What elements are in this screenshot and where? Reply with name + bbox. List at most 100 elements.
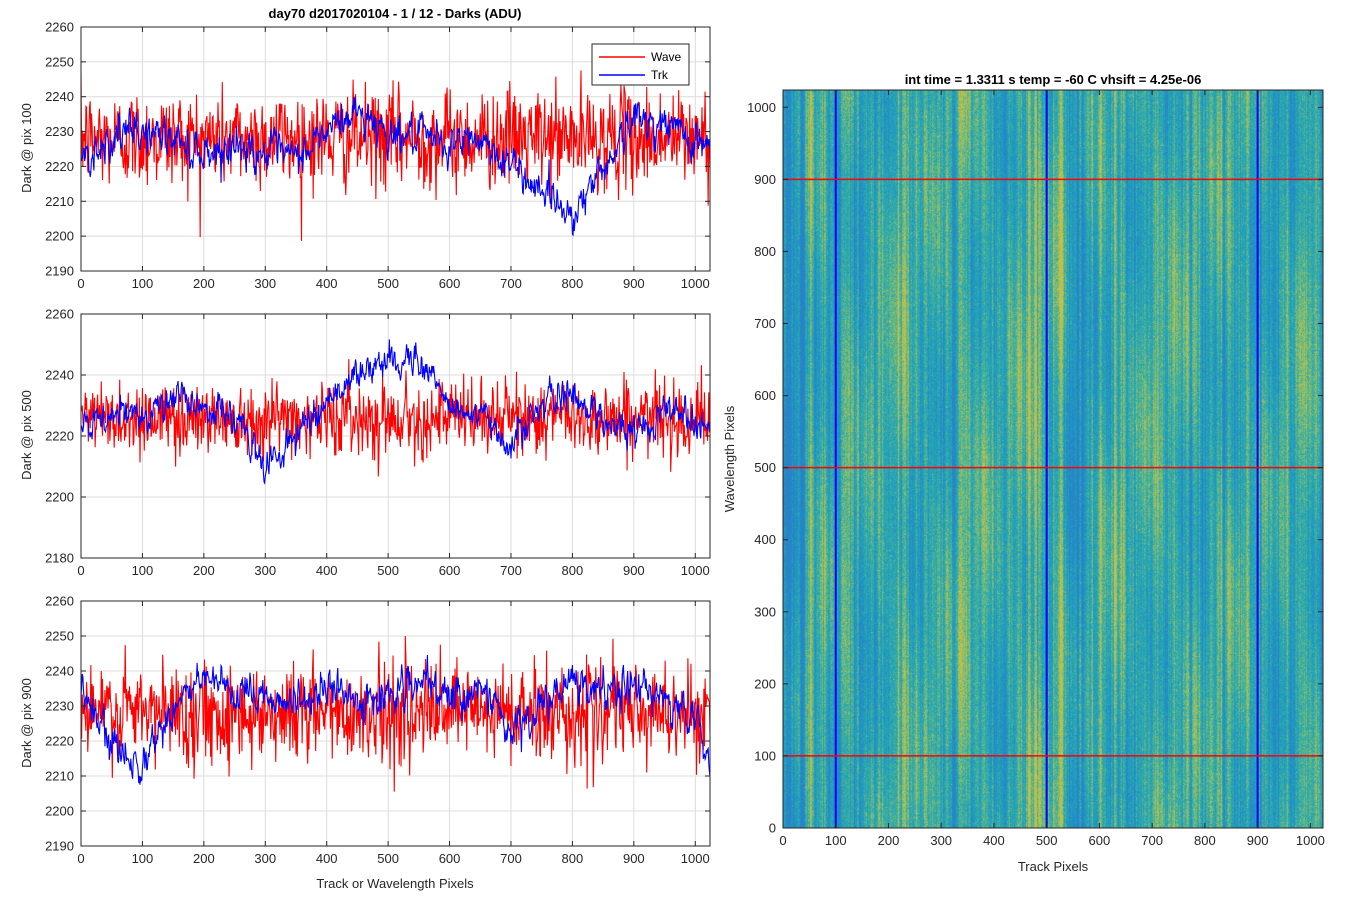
y-tick-label: 2260 [45,594,74,609]
y-tick-label: 2180 [45,551,74,566]
x-tick-label: 100 [132,563,154,578]
x-tick-label: 600 [439,851,461,866]
x-tick-label: 800 [1194,833,1216,848]
x-tick-label: 700 [500,851,522,866]
series-line-trk [81,339,710,485]
x-tick-label: 1000 [681,563,710,578]
x-tick-label: 400 [316,563,338,578]
x-tick-label: 800 [562,851,584,866]
y-tick-label: 900 [754,172,776,187]
x-tick-label: 0 [77,276,84,291]
y-tick-label: 2240 [45,664,74,679]
x-tick-label: 600 [439,563,461,578]
x-tick-label: 200 [193,563,215,578]
y-tick-label: 400 [754,532,776,547]
y-tick-label: 600 [754,388,776,403]
ylabel-pix-100: Dark @ pix 100 [19,103,34,193]
heatmap-canvas [783,90,1323,828]
x-tick-label: 700 [500,276,522,291]
x-tick-label: 800 [562,276,584,291]
x-tick-label: 200 [193,851,215,866]
x-tick-label: 300 [254,563,276,578]
axes-box [782,89,1324,829]
legend-wave-label: Wave [651,50,682,64]
x-tick-label: 400 [316,276,338,291]
x-tick-label: 100 [132,851,154,866]
x-tick-label: 500 [377,851,399,866]
legend-box [591,43,690,86]
x-tick-label: 200 [193,276,215,291]
y-tick-label: 2220 [45,429,74,444]
x-tick-label: 100 [132,276,154,291]
x-tick-label: 900 [623,563,645,578]
heatmap-xlabel: Track Pixels [1018,859,1089,874]
heatmap-title: int time = 1.3311 s temp = -60 C vhsift … [905,72,1202,87]
y-tick-label: 2260 [45,20,74,35]
y-tick-label: 2250 [45,54,74,69]
heatmap-ylabel: Wavelength Pixels [722,405,737,512]
y-tick-label: 2220 [45,159,74,174]
y-tick-label: 2200 [45,490,74,505]
y-tick-label: 500 [754,460,776,475]
y-tick-label: 2210 [45,769,74,784]
axes-box [80,600,711,847]
x-tick-label: 800 [562,563,584,578]
y-tick-label: 2190 [45,264,74,279]
y-tick-label: 2240 [45,368,74,383]
x-tick-label: 900 [623,276,645,291]
legend-trk-label: Trk [651,68,669,82]
dark-pix-900-plot: Dark @ pix 900 Track or Wavelength Pixel… [19,594,711,891]
x-tick-label: 400 [983,833,1005,848]
x-tick-label: 1000 [1296,833,1325,848]
y-tick-label: 200 [754,676,776,691]
y-tick-label: 0 [769,821,776,836]
ylabel-pix-500: Dark @ pix 500 [19,390,34,480]
legend: Wave Trk [591,43,690,86]
series-line-wave [81,359,710,477]
x-tick-label: 700 [1141,833,1163,848]
x-tick-label: 0 [779,833,786,848]
figure-title: day70 d2017020104 - 1 / 12 - Darks (ADU) [269,6,522,21]
x-tick-label: 500 [377,563,399,578]
series-line-trk [81,96,710,237]
heatmap-image [783,90,1323,828]
x-tick-label: 1000 [681,851,710,866]
y-tick-label: 2240 [45,89,74,104]
y-tick-label: 2190 [45,839,74,854]
x-tick-label: 0 [77,851,84,866]
y-tick-label: 2260 [45,307,74,322]
dark-frame-heatmap: int time = 1.3311 s temp = -60 C vhsift … [722,72,1325,874]
x-tick-label: 0 [77,563,84,578]
series-line-trk [81,654,710,785]
ylabel-pix-900: Dark @ pix 900 [19,678,34,768]
x-tick-label: 300 [254,851,276,866]
dark-pix-100-plot: day70 d2017020104 - 1 / 12 - Darks (ADU)… [19,6,711,291]
y-tick-label: 2250 [45,629,74,644]
dark-pix-500-plot: Dark @ pix 500 0 100 200 300 400 500 600 700 800… [19,307,711,578]
x-tick-label: 900 [1247,833,1269,848]
y-tick-label: 700 [754,316,776,331]
y-tick-label: 800 [754,244,776,259]
y-tick-label: 100 [754,748,776,763]
x-tick-label: 600 [1089,833,1111,848]
axes-box [80,26,711,272]
y-tick-label: 300 [754,604,776,619]
x-tick-label: 400 [316,851,338,866]
x-tick-label: 600 [439,276,461,291]
xlabel-track-or-wavelength: Track or Wavelength Pixels [316,876,474,891]
x-tick-label: 300 [930,833,952,848]
x-tick-label: 1000 [681,276,710,291]
y-tick-label: 2220 [45,734,74,749]
x-tick-label: 500 [1036,833,1058,848]
x-tick-label: 700 [500,563,522,578]
y-tick-label: 2200 [45,804,74,819]
x-tick-label: 100 [825,833,847,848]
x-tick-label: 500 [377,276,399,291]
y-tick-label: 1000 [747,100,776,115]
y-tick-label: 2200 [45,229,74,244]
x-tick-label: 300 [254,276,276,291]
y-tick-label: 2230 [45,124,74,139]
y-tick-label: 2210 [45,194,74,209]
x-tick-label: 900 [623,851,645,866]
